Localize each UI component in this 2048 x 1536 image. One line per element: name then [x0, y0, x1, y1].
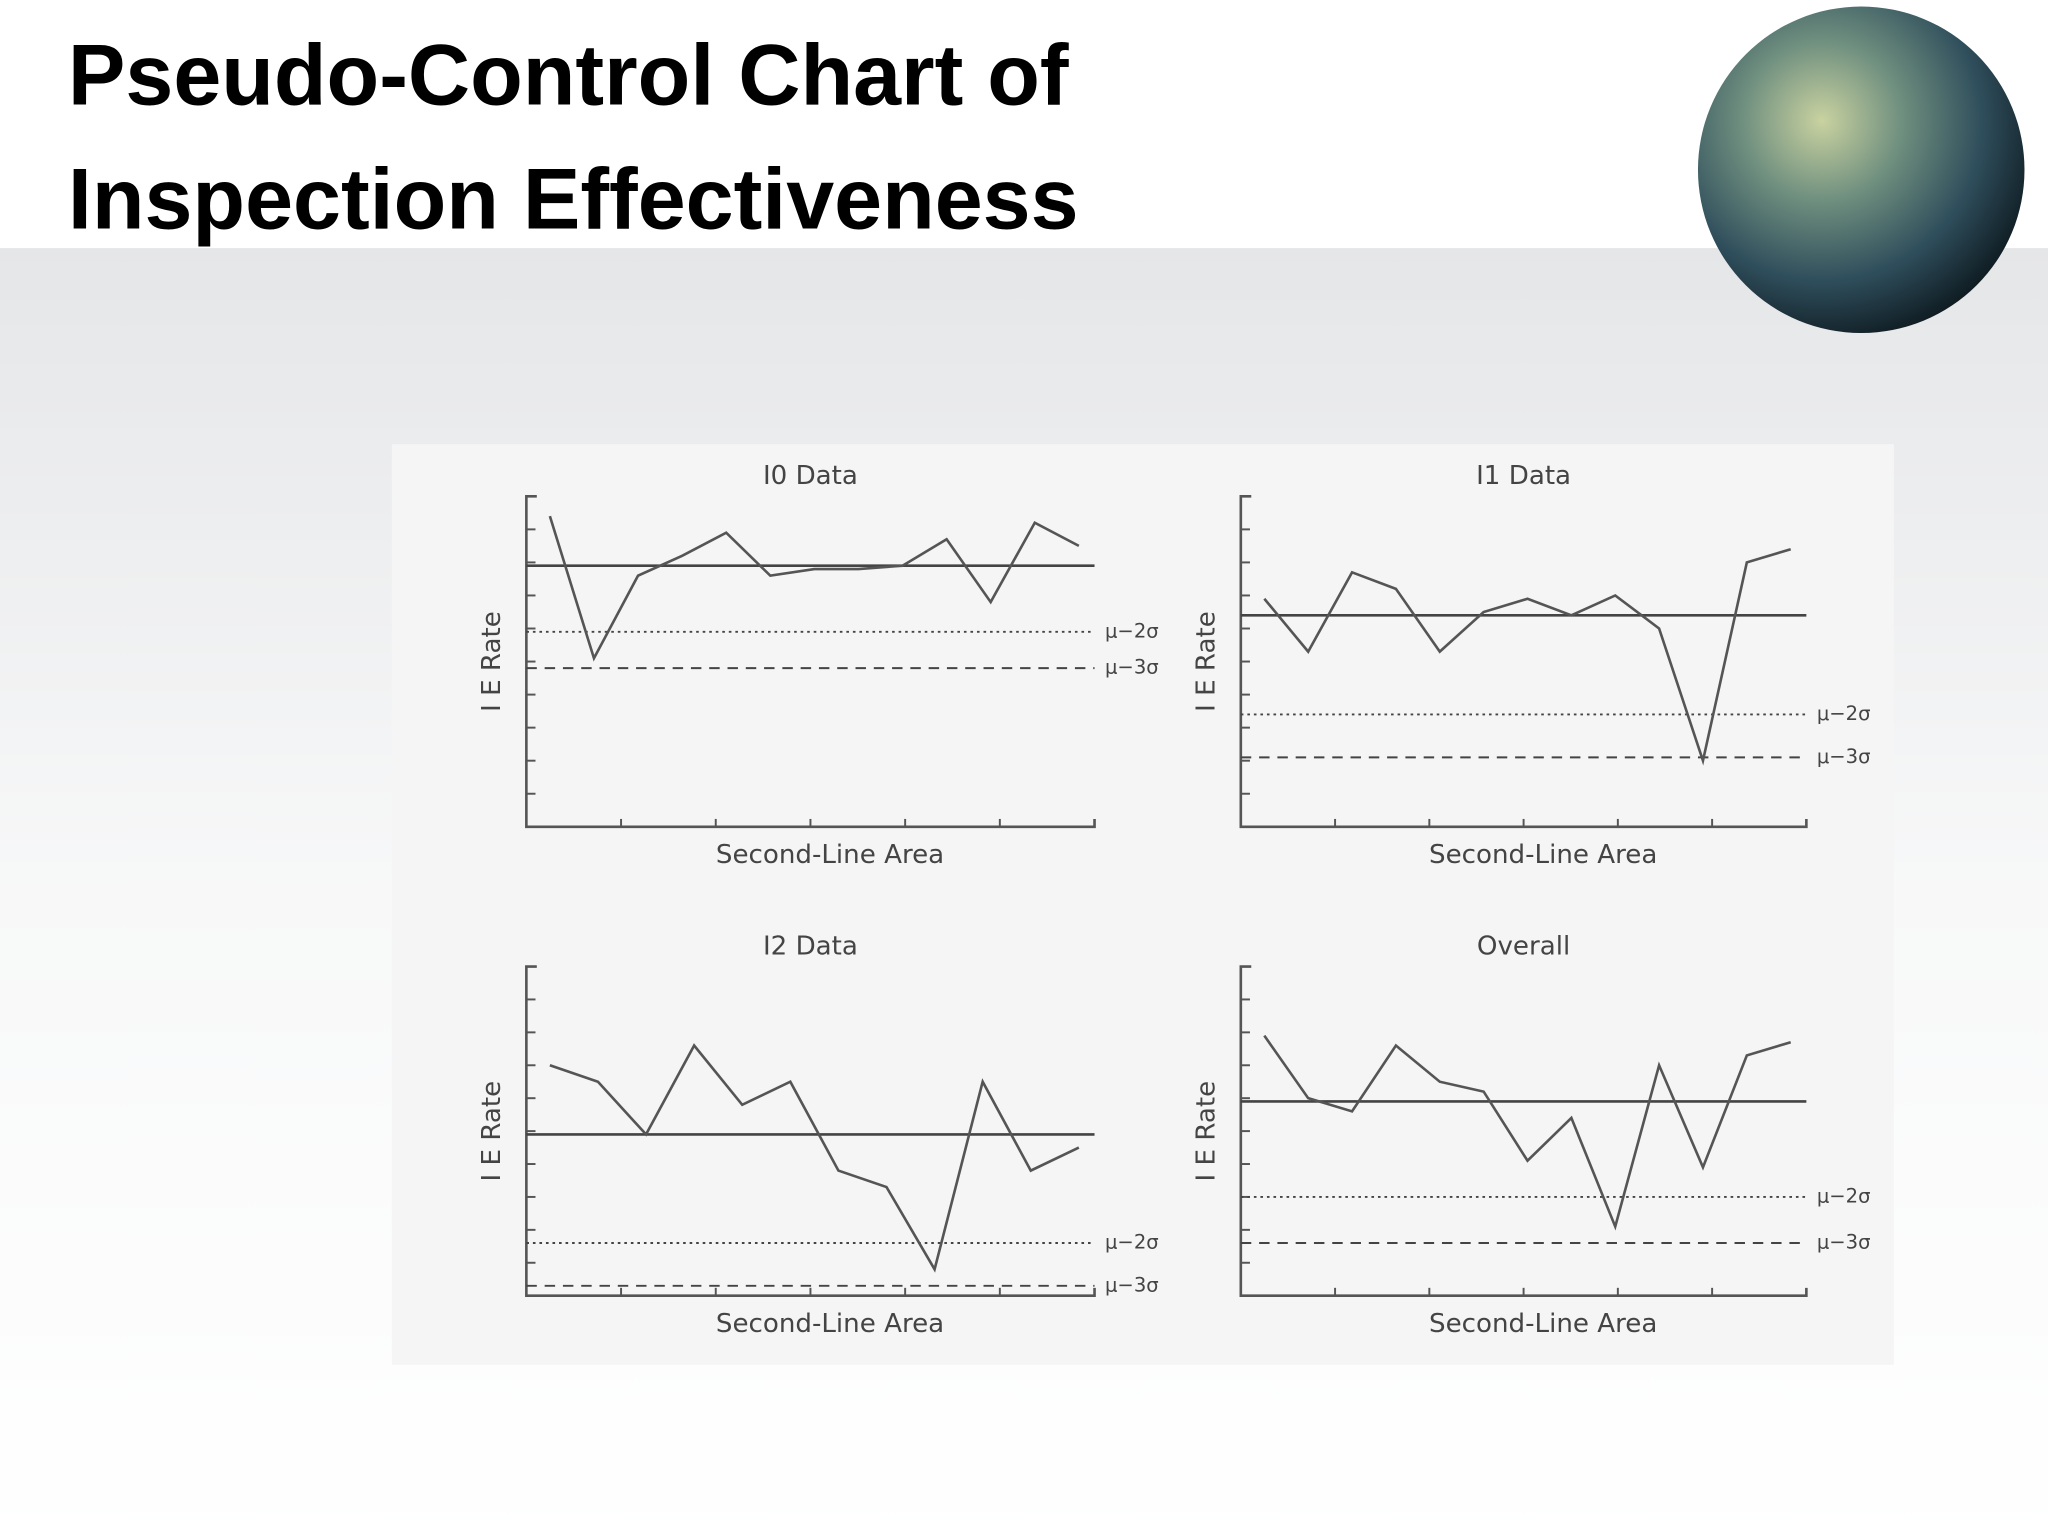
data-line	[1263, 1034, 1792, 1231]
chart-title: I0 Data	[763, 461, 858, 491]
x-axis-label: Second-Line Area	[716, 840, 944, 870]
reference-label: μ−3σ	[1105, 656, 1159, 679]
slide-title: Pseudo-Control Chart of	[68, 27, 1069, 123]
chart-panel	[391, 444, 1894, 1365]
y-axis-label: I E Rate	[1191, 611, 1221, 712]
axes	[1239, 965, 1808, 1297]
chart-title: I2 Data	[763, 931, 858, 961]
reference-label: μ−2σ	[1817, 1184, 1871, 1207]
reference-label: μ−3σ	[1817, 1231, 1871, 1254]
chart-title: Overall	[1477, 931, 1570, 961]
y-axis-label: I E Rate	[477, 1081, 507, 1182]
x-axis-label: Second-Line Area	[1429, 1309, 1657, 1339]
reference-label: μ−3σ	[1105, 1273, 1159, 1296]
y-axis-label: I E Rate	[477, 611, 507, 712]
x-axis-label: Second-Line Area	[716, 1309, 944, 1339]
reference-label: μ−2σ	[1105, 1231, 1159, 1254]
slide-title: Inspection Effectiveness	[68, 152, 1079, 248]
reference-label: μ−2σ	[1105, 619, 1159, 642]
axes	[1239, 495, 1808, 829]
data-line	[549, 1043, 1080, 1273]
globe	[1697, 6, 2025, 334]
axes	[525, 965, 1096, 1297]
reference-label: μ−3σ	[1817, 745, 1871, 768]
x-axis-label: Second-Line Area	[1429, 840, 1657, 870]
axes	[525, 495, 1096, 829]
data-line	[548, 515, 1080, 662]
reference-label: μ−2σ	[1817, 702, 1871, 725]
chart-title: I1 Data	[1476, 461, 1571, 491]
y-axis-label: I E Rate	[1191, 1081, 1221, 1182]
data-line	[1263, 547, 1792, 766]
